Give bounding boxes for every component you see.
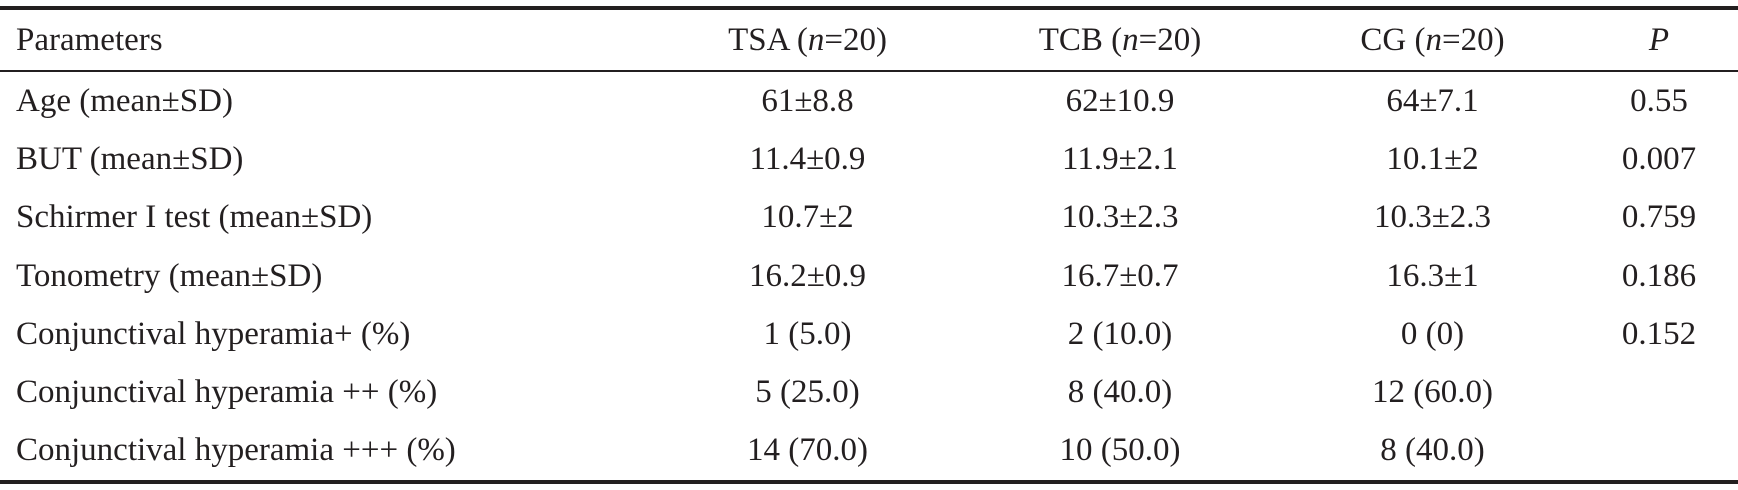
- header-cg-suffix: =20): [1441, 21, 1505, 58]
- row-label: Conjunctival hyperamia +++ (%): [16, 432, 456, 469]
- table-row: Conjunctival hyperamia ++ (%) 5 (25.0) 8…: [0, 363, 1738, 421]
- cell-tcb: 16.7±0.7: [1061, 257, 1179, 294]
- header-tsa-prefix: TSA (: [728, 21, 808, 58]
- cell-cg: 12 (60.0): [1372, 374, 1493, 411]
- cell-tsa: 16.2±0.9: [748, 257, 867, 294]
- cell-tsa: 1 (5.0): [763, 315, 852, 352]
- header-parameters: Parameters: [0, 8, 660, 72]
- cell-p: 0.55: [1630, 82, 1688, 119]
- cell-cg: 10.1±2: [1386, 140, 1479, 177]
- cell-p: 0.759: [1621, 199, 1697, 236]
- table-row: Schirmer I test (mean±SD) 10.7±2 10.3±2.…: [0, 189, 1738, 247]
- cell-cg: 64±7.1: [1386, 82, 1479, 119]
- row-label: Schirmer I test (mean±SD): [16, 199, 373, 236]
- row-label: Conjunctival hyperamia ++ (%): [16, 374, 438, 411]
- cell-tcb: 10.3±2.3: [1061, 199, 1179, 236]
- header-cg-n: n: [1425, 21, 1442, 58]
- cell-tsa: 61±8.8: [761, 82, 854, 119]
- cell-cg: 16.3±1: [1386, 257, 1479, 294]
- table-row: Tonometry (mean±SD) 16.2±0.9 16.7±0.7 16…: [0, 247, 1738, 305]
- row-label: Conjunctival hyperamia+ (%): [16, 315, 411, 352]
- header-tcb-n: n: [1122, 21, 1139, 58]
- parameters-table: Parameters TSA (n=20) TCB (n=20) CG (n=2…: [0, 6, 1738, 485]
- cell-p: [1580, 422, 1738, 482]
- header-tcb-prefix: TCB (: [1038, 21, 1123, 58]
- cell-p: 0.007: [1621, 140, 1697, 177]
- header-tsa-suffix: =20): [824, 21, 887, 58]
- cell-cg: 8 (40.0): [1380, 432, 1485, 469]
- cell-tsa: 11.4±0.9: [749, 140, 866, 177]
- header-cg-prefix: CG (: [1360, 21, 1426, 58]
- cell-tcb: 11.9±2.1: [1062, 140, 1178, 177]
- table-row: Conjunctival hyperamia+ (%) 1 (5.0) 2 (1…: [0, 305, 1738, 363]
- header-p-value: P: [1580, 8, 1738, 72]
- header-tcb-suffix: =20): [1138, 21, 1202, 58]
- header-tsa-n: n: [807, 21, 825, 58]
- row-label: BUT (mean±SD): [16, 140, 244, 177]
- cell-tcb: 2 (10.0): [1067, 315, 1173, 352]
- cell-p: 0.186: [1621, 257, 1697, 294]
- table-row: Age (mean±SD) 61±8.8 62±10.9 64±7.1 0.55: [0, 71, 1738, 130]
- data-table-container: Parameters TSA (n=20) TCB (n=20) CG (n=2…: [0, 6, 1738, 485]
- cell-tsa: 14 (70.0): [747, 432, 868, 469]
- header-tcb: TCB (n=20): [955, 8, 1285, 72]
- row-label: Age (mean±SD): [16, 82, 233, 119]
- header-tsa: TSA (n=20): [660, 8, 955, 72]
- header-cg: CG (n=20): [1285, 8, 1580, 72]
- cell-tsa: 10.7±2: [761, 199, 854, 236]
- cell-p: 0.152: [1621, 315, 1697, 352]
- header-row: Parameters TSA (n=20) TCB (n=20) CG (n=2…: [0, 8, 1738, 72]
- row-label: Tonometry (mean±SD): [16, 257, 323, 294]
- table-row: BUT (mean±SD) 11.4±0.9 11.9±2.1 10.1±2 0…: [0, 130, 1738, 188]
- cell-tcb: 10 (50.0): [1059, 432, 1181, 469]
- cell-tcb: 8 (40.0): [1067, 374, 1173, 411]
- cell-p: [1580, 363, 1738, 421]
- table-row: Conjunctival hyperamia +++ (%) 14 (70.0)…: [0, 422, 1738, 482]
- cell-cg: 10.3±2.3: [1373, 199, 1492, 236]
- cell-cg: 0 (0): [1400, 315, 1465, 352]
- cell-tsa: 5 (25.0): [755, 374, 860, 411]
- cell-tcb: 62±10.9: [1065, 82, 1175, 119]
